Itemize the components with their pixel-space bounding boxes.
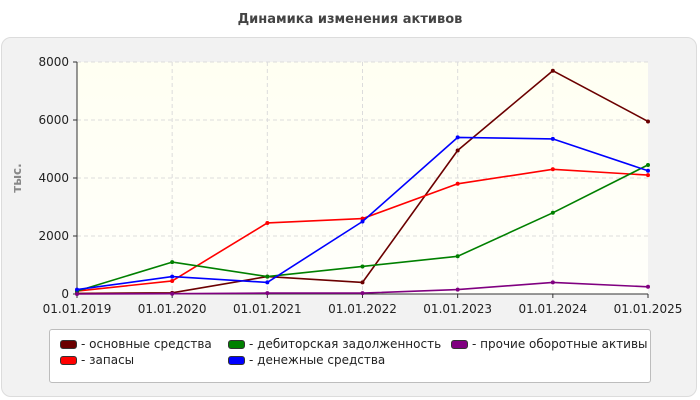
- legend-item: - запасы: [60, 353, 134, 367]
- data-point: [265, 220, 270, 225]
- data-point: [265, 291, 270, 296]
- data-point: [455, 148, 460, 153]
- y-axis-label: тыс.: [10, 163, 24, 192]
- legend-item: - прочие оборотные активы: [451, 337, 648, 351]
- data-point: [265, 274, 270, 279]
- data-point: [170, 278, 175, 283]
- data-point: [550, 280, 555, 285]
- legend-label: - основные средства: [81, 337, 212, 351]
- y-tick-label: 2000: [38, 229, 69, 243]
- x-tick-label: 01.01.2020: [138, 302, 207, 316]
- legend-label: - запасы: [81, 353, 135, 367]
- legend-label: - прочие оборотные активы: [472, 337, 648, 351]
- data-point: [646, 162, 650, 167]
- y-tick-label: 0: [61, 287, 69, 301]
- data-point: [646, 168, 650, 173]
- legend-swatch: [228, 355, 245, 365]
- data-point: [360, 280, 365, 285]
- data-point: [455, 181, 460, 186]
- data-point: [265, 280, 270, 285]
- data-point: [646, 284, 650, 289]
- legend-label: - дебиторская задолженность: [249, 337, 442, 351]
- x-tick-label: 01.01.2022: [328, 302, 397, 316]
- grid-lines: [77, 61, 648, 294]
- x-tick-label: 01.01.2025: [614, 302, 683, 316]
- x-tick-label: 01.01.2024: [518, 302, 587, 316]
- data-point: [550, 136, 555, 141]
- tick-labels: 0 2000 4000 6000 8000 01.01.2019 01.01.2020 01.…: [38, 55, 682, 316]
- data-point: [455, 287, 460, 292]
- legend: - основные средства - запасы - дебиторская…: [49, 329, 651, 383]
- legend-swatch: [60, 355, 77, 365]
- data-point: [170, 260, 175, 265]
- data-point: [170, 274, 175, 279]
- x-tick-label: 01.01.2021: [233, 302, 302, 316]
- legend-item: - денежные средства: [228, 353, 385, 367]
- data-point: [360, 264, 365, 269]
- chart-title: Динамика изменения активов: [237, 12, 463, 27]
- y-tick-label: 4000: [38, 171, 69, 185]
- series-lines: [75, 68, 650, 296]
- legend-item: - основные средства: [60, 337, 212, 351]
- data-point: [550, 68, 555, 73]
- data-point: [646, 173, 650, 178]
- data-point: [455, 254, 460, 259]
- y-tick-label: 8000: [38, 55, 69, 69]
- legend-label: - денежные средства: [249, 353, 386, 367]
- data-point: [646, 119, 650, 124]
- legend-swatch: [228, 339, 245, 349]
- y-tick-label: 6000: [38, 113, 69, 127]
- data-point: [75, 287, 79, 292]
- legend-swatch: [60, 339, 77, 349]
- x-tick-label: 01.01.2019: [43, 302, 112, 316]
- legend-swatch: [451, 339, 468, 349]
- data-point: [455, 135, 460, 140]
- data-point: [360, 219, 365, 224]
- legend-item: - дебиторская задолженность: [228, 337, 441, 351]
- x-tick-label: 01.01.2023: [423, 302, 492, 316]
- data-point: [360, 291, 365, 296]
- data-point: [75, 292, 79, 296]
- data-point: [550, 167, 555, 172]
- data-point: [550, 210, 555, 215]
- data-point: [170, 291, 175, 296]
